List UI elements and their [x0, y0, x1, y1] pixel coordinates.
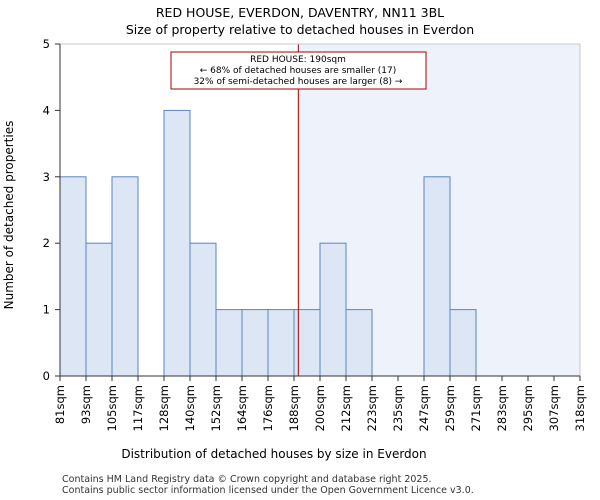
x-tick-label: 295sqm — [521, 385, 535, 431]
y-tick-label: 3 — [43, 170, 50, 184]
footer-line-2: Contains public sector information licen… — [62, 485, 474, 496]
y-tick-label: 1 — [43, 303, 50, 317]
y-ticks: 0 1 2 3 4 5 — [43, 37, 60, 383]
x-tick-label: 117sqm — [131, 385, 145, 431]
footer-line-1: Contains HM Land Registry data © Crown c… — [62, 474, 432, 485]
x-tick-label: 271sqm — [469, 385, 483, 431]
x-tick-label: 93sqm — [79, 385, 93, 424]
bar-152sqm — [215, 309, 243, 377]
bar-81sqm — [59, 176, 87, 377]
x-tick-label: 188sqm — [287, 385, 301, 431]
x-tick-label: 259sqm — [443, 385, 457, 431]
x-ticks: 81sqm 93sqm 105sqm 117sqm 128sqm 140sqm 152sqm… — [53, 376, 587, 431]
y-tick-label: 5 — [43, 37, 50, 51]
x-tick-label: 318sqm — [573, 385, 587, 431]
annotation-box: RED HOUSE: 190sqm ← 68% of detached hous… — [170, 51, 427, 90]
annotation-line-3: 32% of semi-detached houses are larger (… — [194, 77, 403, 87]
x-tick-label: 307sqm — [547, 385, 561, 431]
chart-subtitle: Size of property relative to detached ho… — [126, 22, 474, 37]
annotation-line-1: RED HOUSE: 190sqm — [250, 55, 346, 65]
annotation-line-2: ← 68% of detached houses are smaller (17… — [200, 66, 397, 76]
bar-259sqm — [449, 309, 477, 377]
x-tick-label: 105sqm — [105, 385, 119, 431]
x-tick-label: 223sqm — [365, 385, 379, 431]
x-tick-label: 212sqm — [339, 385, 353, 431]
bar-176sqm — [267, 309, 295, 377]
x-tick-label: 140sqm — [183, 385, 197, 431]
x-tick-label: 283sqm — [495, 385, 509, 431]
bar-164sqm — [241, 309, 269, 377]
bar-247sqm — [423, 176, 451, 377]
y-tick-label: 4 — [43, 103, 50, 117]
x-tick-label: 81sqm — [53, 385, 67, 424]
x-tick-label: 128sqm — [157, 385, 171, 431]
bar-105sqm — [111, 176, 139, 377]
chart-title: RED HOUSE, EVERDON, DAVENTRY, NN11 3BL — [156, 5, 444, 20]
bar-93sqm — [85, 242, 113, 377]
x-tick-label: 247sqm — [417, 385, 431, 431]
bar-212sqm — [345, 309, 373, 377]
x-tick-label: 176sqm — [261, 385, 275, 431]
bar-140sqm — [189, 242, 217, 377]
y-axis-label: Number of detached properties — [2, 121, 16, 310]
x-tick-label: 200sqm — [313, 385, 327, 431]
x-tick-label: 152sqm — [209, 385, 223, 431]
x-tick-label: 164sqm — [235, 385, 249, 431]
bar-200sqm — [319, 242, 347, 377]
y-tick-label: 0 — [43, 369, 50, 383]
bar-128sqm — [163, 109, 191, 377]
x-axis-label: Distribution of detached houses by size … — [121, 447, 426, 461]
annotation-frame — [170, 51, 427, 90]
x-tick-label: 235sqm — [391, 385, 405, 431]
y-tick-label: 2 — [43, 236, 50, 250]
